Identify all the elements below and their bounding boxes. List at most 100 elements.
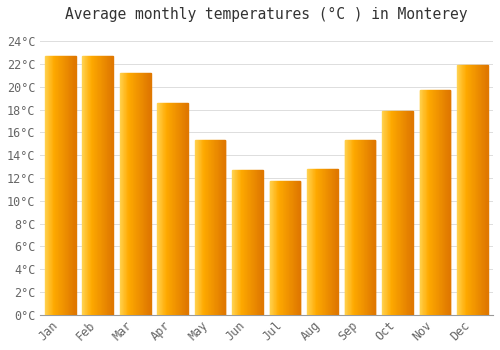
Bar bbox=[217, 140, 218, 315]
Bar bbox=[234, 170, 236, 315]
Title: Average monthly temperatures (°C ) in Monterey: Average monthly temperatures (°C ) in Mo… bbox=[65, 7, 468, 22]
Bar bbox=[384, 111, 385, 315]
Bar bbox=[438, 90, 439, 315]
Bar bbox=[123, 73, 124, 315]
Bar bbox=[134, 73, 135, 315]
Bar bbox=[65, 56, 66, 315]
Bar bbox=[350, 140, 351, 315]
Bar bbox=[481, 65, 482, 315]
Bar bbox=[374, 140, 376, 315]
Bar bbox=[445, 90, 446, 315]
Bar bbox=[272, 181, 273, 315]
Bar bbox=[468, 65, 469, 315]
Bar bbox=[311, 169, 312, 315]
Bar bbox=[405, 111, 406, 315]
Bar bbox=[125, 73, 126, 315]
Bar bbox=[280, 181, 281, 315]
Bar bbox=[282, 181, 283, 315]
Bar bbox=[92, 56, 93, 315]
Bar bbox=[436, 90, 438, 315]
Bar bbox=[102, 56, 103, 315]
Bar bbox=[178, 103, 179, 315]
Bar bbox=[298, 181, 299, 315]
Bar bbox=[132, 73, 133, 315]
Bar bbox=[100, 56, 101, 315]
Bar bbox=[337, 169, 338, 315]
Bar bbox=[318, 169, 320, 315]
Bar bbox=[276, 181, 278, 315]
Bar bbox=[172, 103, 174, 315]
Bar bbox=[334, 169, 335, 315]
Bar bbox=[101, 56, 102, 315]
Bar bbox=[70, 56, 71, 315]
Bar bbox=[270, 181, 271, 315]
Bar bbox=[239, 170, 240, 315]
Bar bbox=[248, 170, 249, 315]
Bar bbox=[246, 170, 247, 315]
Bar bbox=[435, 90, 436, 315]
Bar bbox=[398, 111, 399, 315]
Bar bbox=[170, 103, 171, 315]
Bar bbox=[460, 65, 461, 315]
Bar bbox=[295, 181, 296, 315]
Bar bbox=[364, 140, 366, 315]
Bar bbox=[204, 140, 206, 315]
Bar bbox=[45, 56, 46, 315]
Bar bbox=[320, 169, 321, 315]
Bar bbox=[94, 56, 96, 315]
Bar bbox=[88, 56, 89, 315]
Bar bbox=[186, 103, 187, 315]
Bar bbox=[216, 140, 217, 315]
Bar bbox=[322, 169, 324, 315]
Bar bbox=[396, 111, 398, 315]
Bar bbox=[210, 140, 211, 315]
Bar bbox=[89, 56, 90, 315]
Bar bbox=[291, 181, 292, 315]
Bar bbox=[197, 140, 198, 315]
Bar bbox=[198, 140, 200, 315]
Bar bbox=[162, 103, 164, 315]
Bar bbox=[388, 111, 389, 315]
Bar bbox=[82, 56, 83, 315]
Bar bbox=[58, 56, 59, 315]
Bar bbox=[91, 56, 92, 315]
Bar bbox=[258, 170, 259, 315]
Bar bbox=[72, 56, 74, 315]
Bar bbox=[250, 170, 252, 315]
Bar bbox=[369, 140, 370, 315]
Bar bbox=[48, 56, 50, 315]
Bar bbox=[108, 56, 109, 315]
Bar bbox=[470, 65, 471, 315]
Bar bbox=[221, 140, 222, 315]
Bar bbox=[206, 140, 207, 315]
Bar bbox=[348, 140, 350, 315]
Bar bbox=[130, 73, 132, 315]
Bar bbox=[166, 103, 168, 315]
Bar bbox=[326, 169, 327, 315]
Bar bbox=[109, 56, 110, 315]
Bar bbox=[477, 65, 478, 315]
Bar bbox=[431, 90, 432, 315]
Bar bbox=[220, 140, 221, 315]
Bar bbox=[353, 140, 354, 315]
Bar bbox=[308, 169, 310, 315]
Bar bbox=[474, 65, 476, 315]
Bar bbox=[120, 73, 122, 315]
Bar bbox=[290, 181, 291, 315]
Bar bbox=[160, 103, 161, 315]
Bar bbox=[442, 90, 444, 315]
Bar bbox=[332, 169, 334, 315]
Bar bbox=[312, 169, 314, 315]
Bar bbox=[159, 103, 160, 315]
Bar bbox=[279, 181, 280, 315]
Bar bbox=[98, 56, 99, 315]
Bar bbox=[351, 140, 352, 315]
Bar bbox=[314, 169, 315, 315]
Bar bbox=[176, 103, 178, 315]
Bar bbox=[472, 65, 473, 315]
Bar bbox=[441, 90, 442, 315]
Bar bbox=[420, 90, 421, 315]
Bar bbox=[366, 140, 367, 315]
Bar bbox=[444, 90, 445, 315]
Bar bbox=[55, 56, 56, 315]
